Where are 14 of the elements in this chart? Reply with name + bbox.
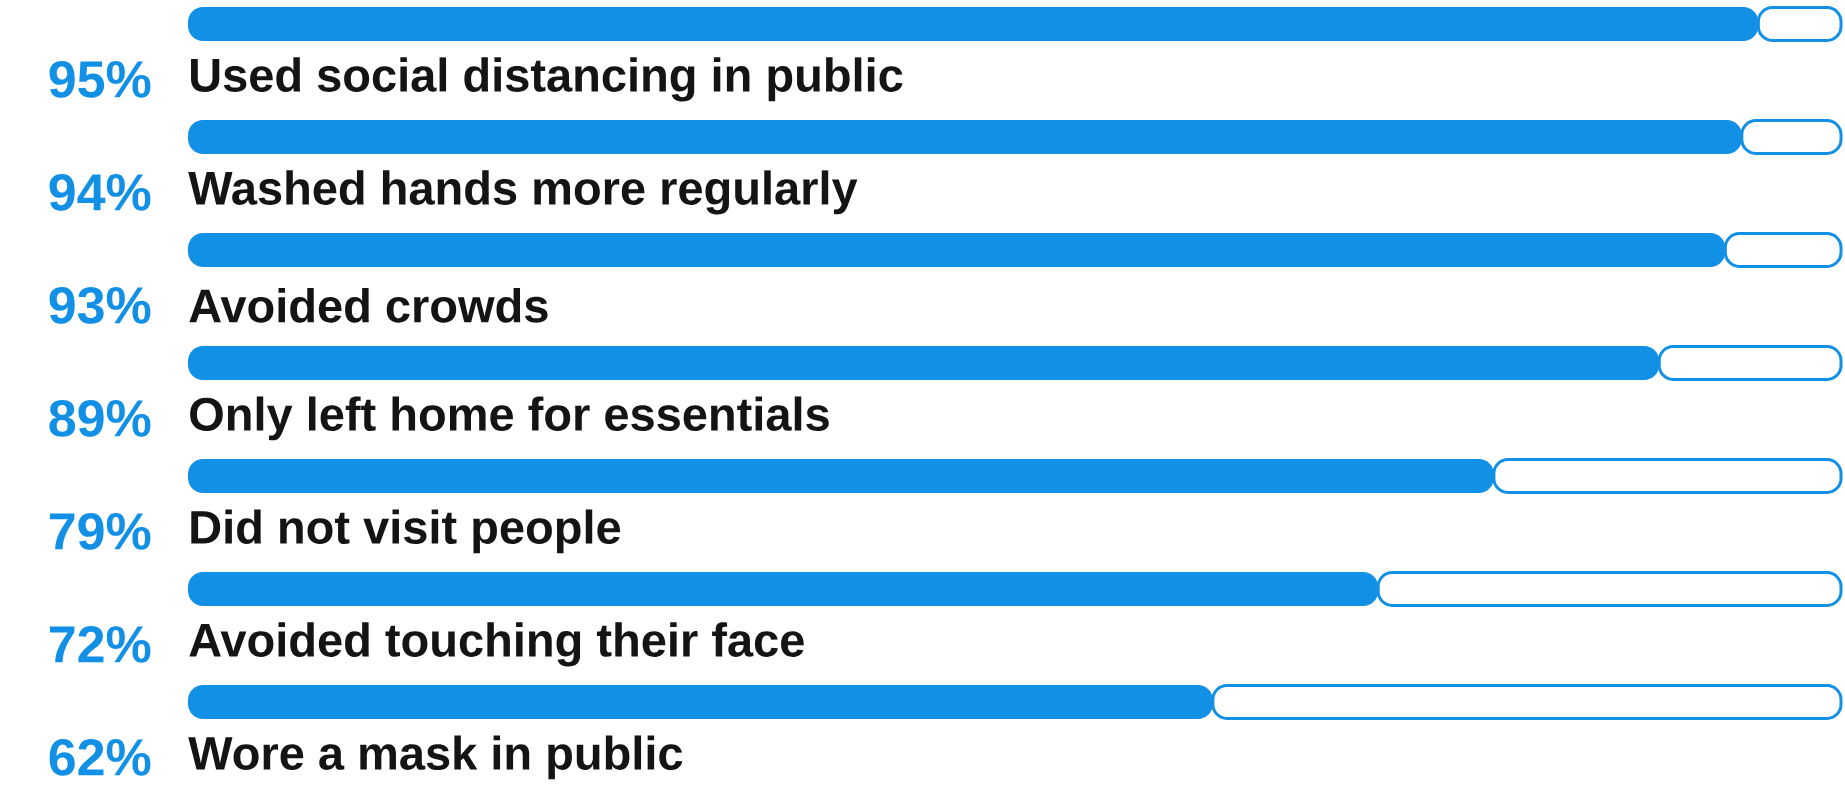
data-label: 72% bbox=[49, 626, 151, 663]
data-label: 94% bbox=[49, 173, 151, 211]
y-tick-label: Washed hands more regularly bbox=[188, 170, 858, 215]
y-tick-label: Only left home for essentials bbox=[190, 396, 829, 441]
y-tick-label: Used social distancing in public bbox=[191, 57, 903, 102]
data-label: 95% bbox=[49, 60, 151, 98]
y-tick-label: Did not visit people bbox=[191, 509, 621, 554]
data-label: 79% bbox=[49, 512, 151, 550]
data-label: 93% bbox=[49, 286, 151, 324]
y-tick-label: Avoided touching their face bbox=[189, 622, 804, 667]
data-label: 62% bbox=[49, 738, 151, 776]
y-tick-label: Wore a mask in public bbox=[188, 735, 683, 780]
y-tick-label: Avoided crowds bbox=[189, 288, 548, 323]
data-label: 89% bbox=[49, 399, 151, 437]
